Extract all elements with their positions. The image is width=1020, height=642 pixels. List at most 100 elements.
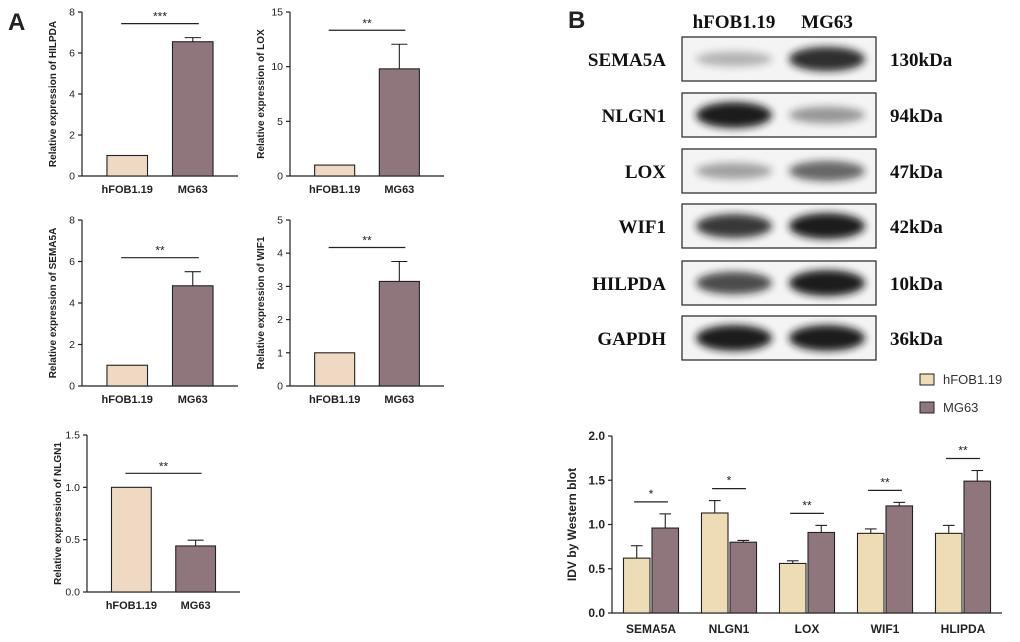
legend-swatch — [919, 373, 935, 386]
y-tick-label: 0 — [69, 381, 75, 393]
y-tick-label: 6 — [69, 256, 75, 268]
chart-2: 0 5 10 15 Relative expression of LOX hFOB1.19… — [256, 7, 444, 196]
y-tick-label: 2 — [69, 130, 75, 142]
y-tick-label: 0 — [277, 381, 283, 393]
legend-label: MG63 — [943, 400, 978, 415]
protein-size-label: 47kDa — [890, 162, 943, 183]
significance-label: ** — [159, 459, 169, 473]
chart-1: 0 2 4 6 8 Relative expression of HILPDA hFOB1.… — [48, 7, 238, 196]
protein-size-label: 10kDa — [890, 274, 943, 295]
bar-hfob119 — [110, 486, 152, 593]
blot-column-header: hFOB1.19 — [693, 12, 776, 33]
protein-label: GAPDH — [597, 329, 666, 350]
x-tick-label: MG63 — [181, 600, 211, 612]
bar-sema5a-hfob — [622, 557, 651, 614]
legend-label: hFOB1.19 — [943, 372, 1002, 387]
bar-mg63 — [378, 280, 420, 387]
y-tick-label: 3 — [277, 281, 283, 293]
chart-4: 0 1 2 3 4 5 Relative expression of WIF1 hFOB1.1… — [256, 215, 444, 406]
y-tick-label: 1.5 — [65, 430, 80, 442]
blot-band-mg63 — [789, 213, 865, 239]
blot-band-hfob — [696, 102, 772, 128]
x-tick-label: HLIPDA — [941, 622, 986, 636]
significance-label: ** — [880, 475, 890, 489]
protein-size-label: 130kDa — [890, 50, 953, 71]
y-tick-label: 1.0 — [65, 482, 80, 494]
bar-hfob119 — [314, 164, 356, 177]
bar-hfob119 — [314, 352, 356, 387]
protein-label: HILPDA — [592, 274, 666, 295]
x-tick-label: MG63 — [384, 394, 414, 406]
x-tick-label: hFOB1.19 — [102, 394, 153, 406]
protein-label: NLGN1 — [602, 106, 666, 127]
legend: hFOB1.19 MG63 — [919, 372, 1002, 415]
protein-size-label: 36kDa — [890, 329, 943, 350]
y-tick-label: 2.0 — [588, 429, 605, 443]
protein-label: SEMA5A — [588, 50, 666, 71]
y-axis-label: Relative expression of HILPDA — [48, 21, 59, 167]
blot-band-hfob — [696, 51, 772, 67]
bar-wif1-mg63 — [885, 505, 914, 614]
significance-label: * — [727, 474, 732, 488]
blot-band-hfob — [696, 214, 772, 238]
y-tick-label: 4 — [69, 89, 75, 101]
bar-wif1-hfob — [856, 532, 885, 614]
blot-row-hilpda: HILPDA 10kDa — [592, 260, 943, 306]
bar-mg63 — [171, 41, 214, 177]
blot-band-hfob — [696, 271, 772, 295]
blot-band-mg63 — [789, 46, 865, 72]
bar-hlipda-mg63 — [963, 480, 992, 614]
y-tick-label: 8 — [69, 7, 75, 19]
chart-3: 0 2 4 6 8 Relative expression of SEMA5A hFOB1.… — [48, 215, 238, 406]
y-tick-label: 1.5 — [588, 473, 605, 487]
y-axis-label: Relative expression of LOX — [256, 29, 267, 159]
bar-hfob119 — [106, 154, 149, 177]
blot-row-gapdh: GAPDH 36kDa — [597, 315, 943, 361]
y-tick-label: 1.0 — [588, 518, 605, 532]
y-tick-label: 0.5 — [588, 562, 605, 576]
protein-size-label: 42kDa — [890, 217, 943, 238]
blot-band-hfob — [696, 162, 772, 180]
blot-band-mg63 — [789, 160, 865, 182]
y-tick-label: 2 — [277, 314, 283, 326]
panel-label-a: A — [8, 9, 25, 36]
y-tick-label: 4 — [277, 248, 283, 260]
bar-lox-hfob — [778, 562, 807, 614]
y-tick-label: 6 — [69, 48, 75, 60]
x-tick-label: LOX — [795, 622, 820, 636]
significance-label: ** — [362, 234, 372, 248]
x-tick-label: MG63 — [178, 184, 208, 196]
chart-idv: 0.0 0.5 1.0 1.5 2.0 IDV by Western blot * SEMA5… — [565, 372, 1002, 636]
y-tick-label: 15 — [271, 7, 283, 19]
blot-row-nlgn1: NLGN1 94kDa — [602, 92, 943, 138]
y-tick-label: 0 — [69, 171, 75, 183]
x-tick-label: hFOB1.19 — [102, 184, 153, 196]
x-tick-label: NLGN1 — [709, 622, 750, 636]
y-tick-label: 1 — [277, 347, 283, 359]
x-tick-label: SEMA5A — [626, 622, 676, 636]
significance-label: ** — [958, 444, 968, 458]
y-axis-label: Relative expression of SEMA5A — [48, 228, 59, 379]
bar-charts: 0 2 4 6 8 Relative expression of HILPDA hFOB1.… — [48, 7, 1002, 637]
blot-row-sema5a: SEMA5A 130kDa — [588, 36, 953, 82]
protein-label: LOX — [625, 162, 666, 183]
bar-hfob119 — [106, 364, 149, 387]
y-tick-label: 0.0 — [65, 587, 80, 599]
blot-column-header: MG63 — [801, 12, 853, 33]
bar-sema5a-mg63 — [651, 527, 680, 614]
protein-label: WIF1 — [619, 217, 667, 238]
significance-label: ** — [362, 16, 372, 30]
significance-label: *** — [153, 10, 167, 24]
y-axis-label: IDV by Western blot — [565, 468, 579, 581]
x-tick-label: hFOB1.19 — [106, 600, 157, 612]
y-tick-label: 0.5 — [65, 534, 80, 546]
panel-label-b: B — [568, 7, 585, 34]
x-tick-label: MG63 — [384, 184, 414, 196]
x-tick-label: MG63 — [178, 394, 208, 406]
bar-lox-mg63 — [807, 531, 836, 614]
blot-band-mg63 — [789, 270, 865, 296]
y-tick-label: 0.0 — [588, 606, 605, 620]
x-tick-label: hFOB1.19 — [309, 394, 360, 406]
bar-mg63 — [175, 545, 217, 593]
